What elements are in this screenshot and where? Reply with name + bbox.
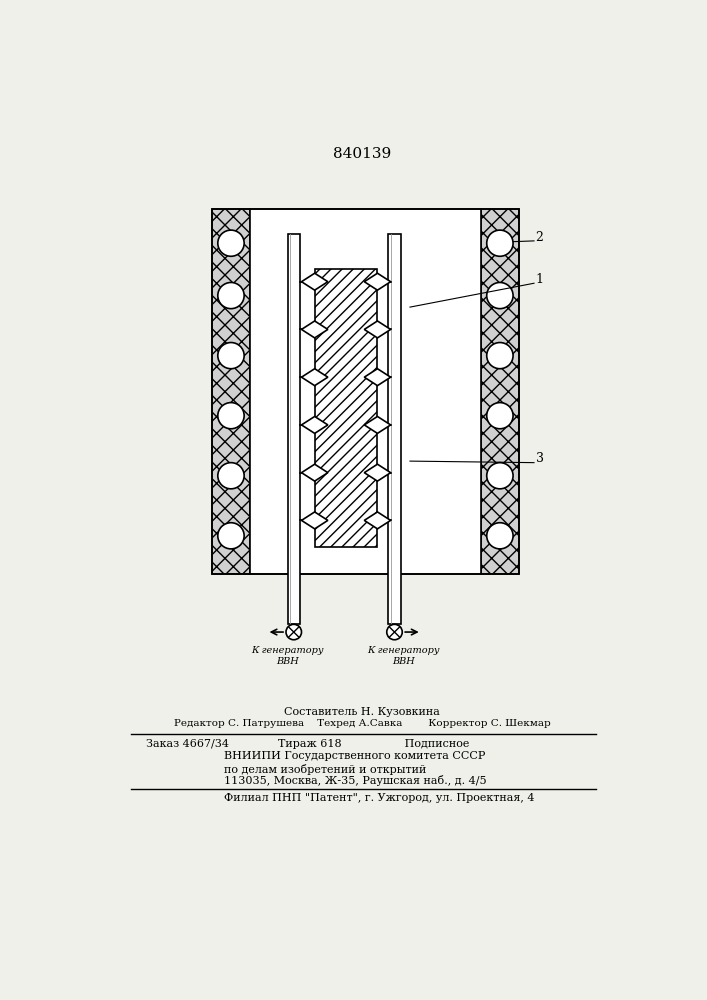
Polygon shape — [315, 269, 378, 547]
Text: Составитель Н. Кузовкина: Составитель Н. Кузовкина — [284, 707, 440, 717]
Circle shape — [486, 230, 513, 256]
Circle shape — [218, 463, 244, 489]
Polygon shape — [364, 369, 391, 386]
Text: 840139: 840139 — [333, 147, 391, 161]
Polygon shape — [301, 273, 328, 290]
Circle shape — [486, 282, 513, 309]
Text: 113035, Москва, Ж-35, Раушская наб., д. 4/5: 113035, Москва, Ж-35, Раушская наб., д. … — [224, 775, 486, 786]
Polygon shape — [481, 209, 518, 574]
Polygon shape — [250, 209, 481, 574]
Text: К генератору: К генератору — [368, 646, 440, 655]
Polygon shape — [364, 464, 391, 481]
Text: ВВН: ВВН — [392, 657, 415, 666]
Polygon shape — [364, 273, 391, 290]
Circle shape — [486, 403, 513, 429]
Text: ВВН: ВВН — [276, 657, 299, 666]
Circle shape — [486, 463, 513, 489]
Polygon shape — [301, 416, 328, 433]
Circle shape — [218, 230, 244, 256]
Polygon shape — [301, 369, 328, 386]
Circle shape — [218, 343, 244, 369]
Polygon shape — [364, 416, 391, 433]
Circle shape — [387, 624, 402, 640]
Text: Филиал ПНП "Патент", г. Ужгород, ул. Проектная, 4: Филиал ПНП "Патент", г. Ужгород, ул. Про… — [224, 793, 534, 803]
Polygon shape — [288, 234, 300, 624]
Text: 3: 3 — [535, 452, 544, 465]
Text: Редактор С. Патрушева    Техред А.Савка        Корректор С. Шекмар: Редактор С. Патрушева Техред А.Савка Кор… — [174, 719, 550, 728]
Text: 1: 1 — [535, 273, 544, 286]
Polygon shape — [388, 234, 401, 624]
Polygon shape — [301, 512, 328, 529]
Circle shape — [218, 523, 244, 549]
Polygon shape — [212, 209, 250, 574]
Circle shape — [218, 403, 244, 429]
Text: 2: 2 — [535, 231, 544, 244]
Circle shape — [486, 523, 513, 549]
Polygon shape — [301, 321, 328, 338]
Text: Заказ 4667/34              Тираж 618                  Подписное: Заказ 4667/34 Тираж 618 Подписное — [146, 739, 470, 749]
Circle shape — [486, 343, 513, 369]
Text: по делам изобретений и открытий: по делам изобретений и открытий — [224, 764, 426, 775]
Circle shape — [218, 282, 244, 309]
Circle shape — [286, 624, 301, 640]
Text: К генератору: К генератору — [251, 646, 324, 655]
Polygon shape — [364, 321, 391, 338]
Polygon shape — [364, 512, 391, 529]
Text: ВНИИПИ Государственного комитета СССР: ВНИИПИ Государственного комитета СССР — [224, 751, 486, 761]
Polygon shape — [301, 464, 328, 481]
